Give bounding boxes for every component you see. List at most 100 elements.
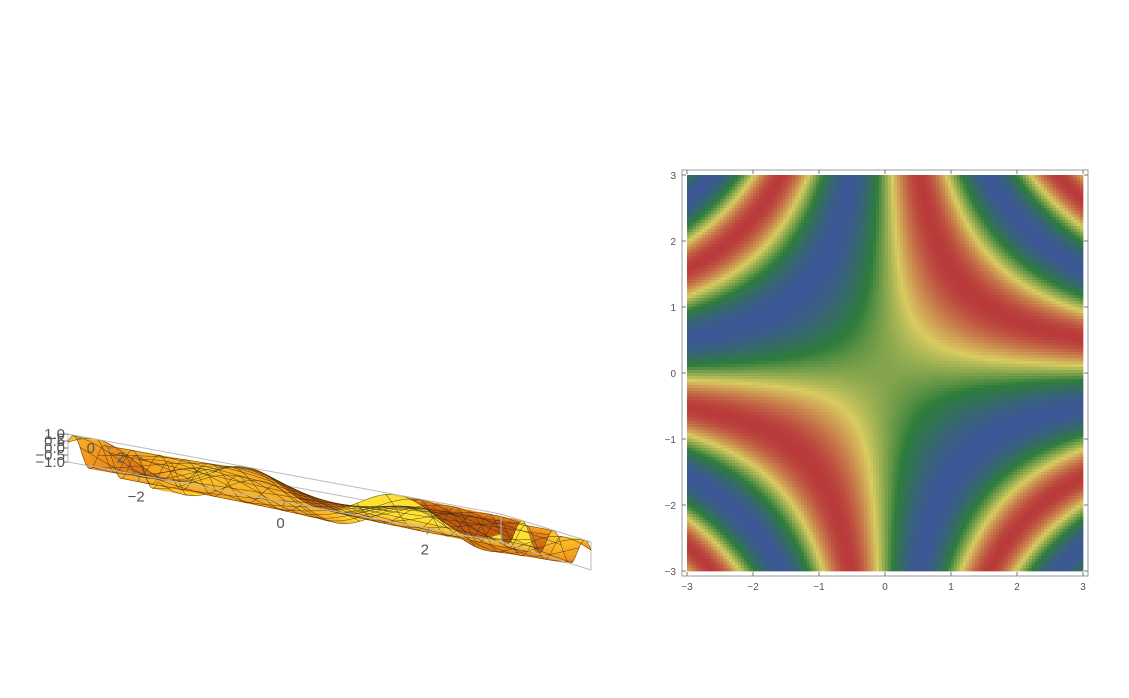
heatmap-cell [993, 208, 997, 212]
heatmap-cell [786, 181, 790, 185]
heatmap-cell [705, 220, 709, 224]
heatmap-cell [729, 181, 733, 185]
heatmap-cell [816, 211, 820, 215]
heatmap-cell [927, 220, 931, 224]
mesh-line [127, 468, 562, 545]
heatmap-cell [1014, 229, 1018, 233]
heatmap-cell [768, 229, 772, 233]
heatmap-cell [798, 202, 802, 206]
heatmap-cell [870, 217, 874, 221]
heatmap-cell [897, 208, 901, 212]
heatmap-cell [855, 205, 859, 209]
heatmap-cell [1005, 187, 1009, 191]
heatmap-cell [765, 202, 769, 206]
heatmap-cell [972, 211, 976, 215]
heatmap-cell [1032, 193, 1036, 197]
heatmap-cell [903, 223, 907, 227]
mesh-line [443, 506, 534, 556]
heatmap-cell [1071, 223, 1075, 227]
heatmap-cell [690, 199, 694, 203]
heatmap-cell [981, 232, 985, 236]
heatmap-cell [879, 229, 883, 233]
heatmap-cell [1077, 199, 1081, 203]
heatmap-cell [945, 202, 949, 206]
heatmap-cell [1038, 214, 1042, 218]
heatmap-cell [1002, 193, 1006, 197]
heatmap-cell [1014, 184, 1018, 188]
heatmap-cell [714, 211, 718, 215]
heatmap-cell [990, 184, 994, 188]
heatmap-cell [732, 187, 736, 191]
heatmap-cell [1032, 175, 1036, 179]
heatmap-cell [984, 175, 988, 179]
heatmap-cell [789, 178, 793, 182]
heatmap-cell [762, 184, 766, 188]
heatmap-cell [1062, 205, 1066, 209]
heatmap-cell [813, 214, 817, 218]
heatmap-cell [843, 208, 847, 212]
heatmap-cell [972, 175, 976, 179]
heatmap-cell [1068, 208, 1072, 212]
heatmap-cell [816, 190, 820, 194]
heatmap-cell [804, 208, 808, 212]
heatmap-cell [873, 217, 877, 221]
heatmap-cell [879, 184, 883, 188]
heatmap-cell [936, 205, 940, 209]
heatmap-cell [780, 175, 784, 179]
heatmap-cell [909, 208, 913, 212]
heatmap-cell [783, 202, 787, 206]
heatmap-cell [777, 199, 781, 203]
heatmap-cell [834, 184, 838, 188]
heatmap-cell [1065, 208, 1069, 212]
heatmap-cell [939, 184, 943, 188]
heatmap-cell [951, 229, 955, 233]
heatmap-cell [936, 199, 940, 203]
heatmap-cell [1074, 184, 1078, 188]
heatmap-cell [1038, 211, 1042, 215]
heatmap-cell [1062, 199, 1066, 203]
heatmap-cell [837, 229, 841, 233]
heatmap-cell [843, 181, 847, 185]
heatmap-cell [711, 184, 715, 188]
heatmap-cell [909, 181, 913, 185]
heatmap-cell [846, 196, 850, 200]
heatmap-cell [1080, 211, 1084, 215]
heatmap-cell [987, 232, 991, 236]
heatmap-cell [1062, 175, 1066, 179]
heatmap-cell [1002, 178, 1006, 182]
heatmap-cell [966, 211, 970, 215]
heatmap-cell [1077, 226, 1081, 230]
heatmap-cell [1044, 214, 1048, 218]
heatmap-cell [750, 190, 754, 194]
heatmap-cell [831, 196, 835, 200]
heatmap-cell [885, 202, 889, 206]
heatmap-cell [696, 181, 700, 185]
heatmap-cell [741, 208, 745, 212]
heatmap-cell [1062, 184, 1066, 188]
heatmap-cell [768, 193, 772, 197]
heatmap-cell [840, 190, 844, 194]
heatmap-cell [756, 193, 760, 197]
heatmap-cell [918, 205, 922, 209]
heatmap-cell [747, 190, 751, 194]
heatmap-cell [741, 226, 745, 230]
heatmap-cell [1044, 223, 1048, 227]
heatmap-cell [1023, 214, 1027, 218]
heatmap-cell [696, 211, 700, 215]
heatmap-cell [996, 211, 1000, 215]
heatmap-cell [1071, 205, 1075, 209]
heatmap-cell [768, 190, 772, 194]
heatmap-cell [720, 220, 724, 224]
heatmap-cell [1017, 199, 1021, 203]
heatmap-cell [945, 208, 949, 212]
heatmap-cell [870, 202, 874, 206]
heatmap-cell [957, 190, 961, 194]
heatmap-cell [1032, 217, 1036, 221]
heatmap-cell [804, 217, 808, 221]
heatmap-cell [711, 220, 715, 224]
heatmap-cell [711, 178, 715, 182]
heatmap-cell [999, 187, 1003, 191]
heatmap-cell [756, 229, 760, 233]
heatmap-cell [807, 181, 811, 185]
heatmap-cell [819, 196, 823, 200]
